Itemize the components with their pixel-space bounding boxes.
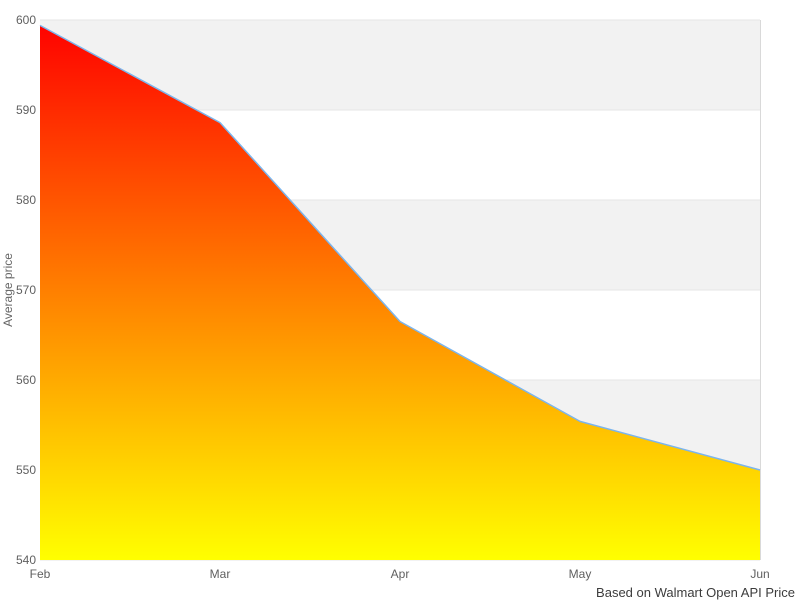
area-fill — [40, 25, 760, 560]
x-tick-label: Apr — [391, 567, 410, 581]
area-series — [39, 24, 761, 560]
y-tick-label: 540 — [16, 553, 36, 567]
y-tick-label: 560 — [16, 373, 36, 387]
x-tick-label: Jun — [750, 567, 769, 581]
y-tick-label: 580 — [16, 193, 36, 207]
credits-caption: Based on Walmart Open API Price — [596, 585, 795, 600]
y-tick-label: 590 — [16, 103, 36, 117]
y-tick-label: 570 — [16, 283, 36, 297]
x-tick-label: Feb — [30, 567, 51, 581]
y-tick-label: 600 — [16, 13, 36, 27]
x-tick-label: May — [569, 567, 592, 581]
x-tick-label: Mar — [210, 567, 231, 581]
y-axis-labels: 600 590 580 570 560 550 540 — [16, 13, 36, 567]
series-line — [39, 24, 761, 471]
y-tick-label: 550 — [16, 463, 36, 477]
x-axis-labels: Feb Mar Apr May Jun — [30, 567, 770, 581]
y-axis-title: Average price — [1, 253, 15, 327]
